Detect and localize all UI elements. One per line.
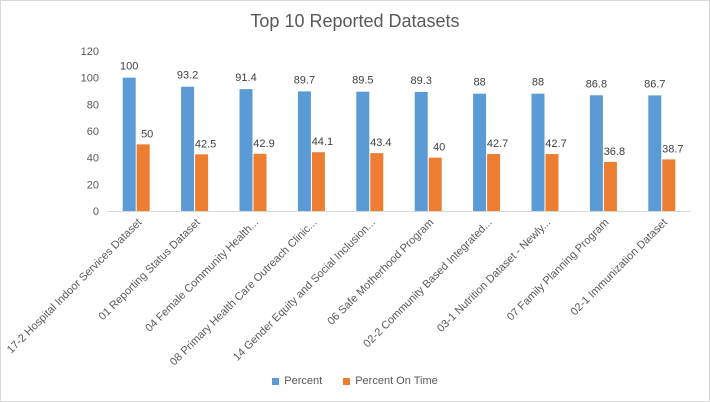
bar-percent	[356, 91, 370, 211]
bar-percent	[648, 95, 662, 211]
data-label-percent-on-time: 40	[433, 142, 445, 154]
data-label-percent-on-time: 50	[141, 128, 153, 140]
bar-percent-on-time	[662, 159, 676, 211]
data-label-percent: 89.3	[410, 75, 431, 87]
y-tick-label: 100	[81, 73, 99, 85]
legend-item-percent-on-time: Percent On Time	[343, 375, 438, 387]
data-label-percent: 88	[473, 77, 485, 89]
y-tick-label: 40	[87, 153, 99, 165]
data-label-percent-on-time: 38.7	[662, 143, 683, 155]
bar-percent	[473, 93, 487, 211]
bar-percent-on-time	[311, 152, 325, 211]
legend-item-percent: Percent	[272, 375, 322, 387]
data-label-percent-on-time: 43.4	[370, 137, 391, 149]
x-category-label: 06 Safe Motherhood Program	[325, 217, 436, 328]
data-label-percent-on-time: 36.8	[604, 146, 625, 158]
data-label-percent: 91.4	[235, 72, 256, 84]
data-label-percent: 88	[532, 77, 544, 89]
bar-percent-on-time	[195, 154, 209, 211]
chart-title: Top 10 Reported Datasets	[250, 11, 460, 31]
x-category-label: 03-1 Nutrition Dataset - Newly...	[435, 217, 553, 335]
x-category-label: 01 Reporting Status Dataset	[97, 217, 203, 323]
data-label-percent-on-time: 42.7	[545, 138, 566, 150]
data-label-percent: 89.5	[352, 75, 373, 87]
x-category-label: 07 Family Planning Program	[505, 217, 612, 324]
bar-percent-on-time	[370, 153, 384, 211]
bar-percent-on-time	[487, 154, 501, 211]
bar-percent	[589, 95, 603, 211]
y-tick-label: 20	[87, 179, 99, 191]
bar-percent-on-time	[603, 161, 617, 211]
bar-percent	[297, 91, 311, 211]
data-label-percent: 89.7	[294, 74, 315, 86]
x-category-label: 04 Female Community Health...	[143, 217, 261, 335]
data-label-percent-on-time: 42.9	[253, 138, 274, 150]
bar-percent	[239, 89, 253, 211]
y-tick-label: 120	[81, 46, 99, 58]
bar-percent	[414, 91, 428, 211]
bar-percent-on-time	[253, 153, 267, 211]
data-label-percent: 93.2	[177, 70, 198, 82]
legend-label-percent-on-time: Percent On Time	[355, 375, 438, 387]
legend-label-percent: Percent	[284, 375, 323, 387]
legend: Percent Percent On Time	[1, 375, 709, 388]
data-label-percent: 86.8	[586, 78, 607, 90]
bar-percent	[122, 77, 136, 212]
data-label-percent-on-time: 44.1	[312, 136, 333, 148]
legend-swatch-percent	[272, 377, 280, 385]
data-label-percent-on-time: 42.5	[195, 138, 216, 150]
x-category-label: 02-2 Community Based Integrated...	[361, 217, 494, 350]
x-category-label: 02-1 Immunization Dataset	[568, 217, 669, 318]
data-label-percent-on-time: 42.7	[487, 138, 508, 150]
y-tick-label: 0	[93, 206, 99, 218]
bar-percent	[181, 86, 195, 211]
bar-percent-on-time	[428, 157, 442, 211]
y-tick-label: 80	[87, 99, 99, 111]
y-tick-label: 60	[87, 126, 99, 138]
data-label-percent: 86.7	[644, 78, 665, 90]
bar-percent	[531, 93, 545, 211]
bar-percent-on-time	[545, 154, 559, 211]
legend-swatch-percent-on-time	[343, 377, 351, 385]
data-label-percent: 100	[120, 61, 138, 73]
bar-percent-on-time	[136, 144, 150, 211]
